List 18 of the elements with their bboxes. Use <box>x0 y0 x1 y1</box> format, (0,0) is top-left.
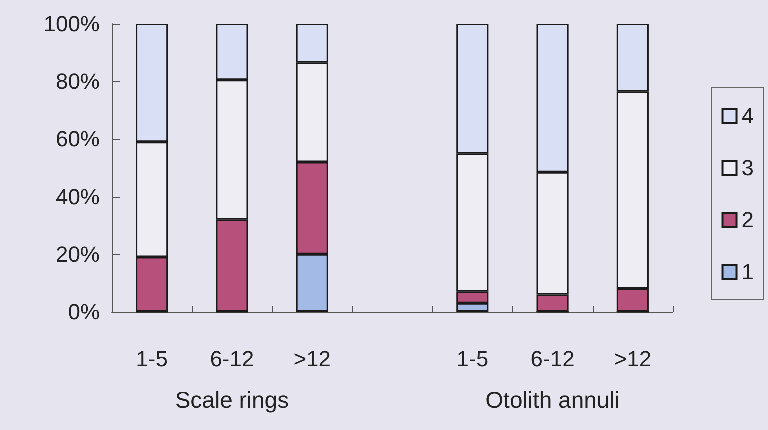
x-tick-label: >12 <box>294 346 332 372</box>
y-tick-label: 60% <box>56 126 100 152</box>
y-tick-label: 20% <box>56 242 100 267</box>
legend-label: 3 <box>742 156 754 180</box>
text: Otolith annuli <box>486 387 620 413</box>
x-tick-label: 1-5 <box>136 346 168 372</box>
x-tick-label: 1-5 <box>456 346 489 372</box>
x-tick-label: 6-12 <box>530 346 575 372</box>
legend-label: 2 <box>742 208 754 232</box>
y-tick-label: 80% <box>56 69 100 94</box>
x-tick-label: >12 <box>614 346 652 372</box>
legend-label: 4 <box>742 104 754 128</box>
x-tick-label: 6-12 <box>210 346 254 372</box>
y-tick-label: 100% <box>44 12 100 36</box>
y-tick-label: 40% <box>56 184 100 210</box>
y-tick-label: 0% <box>68 300 100 324</box>
text: Scale rings <box>175 387 290 413</box>
legend-label: 1 <box>742 260 754 284</box>
